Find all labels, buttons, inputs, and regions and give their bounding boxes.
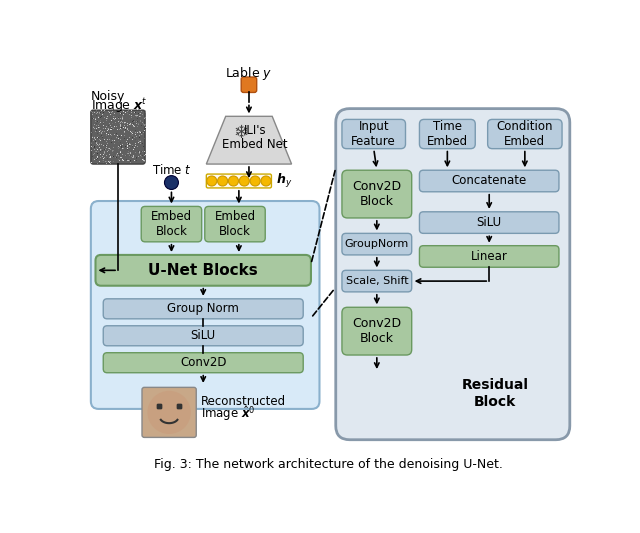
Text: Reconstructed: Reconstructed <box>201 395 286 408</box>
Text: Embed
Block: Embed Block <box>214 210 255 238</box>
FancyBboxPatch shape <box>205 206 265 242</box>
FancyBboxPatch shape <box>419 119 476 149</box>
Text: SiLU: SiLU <box>191 329 216 342</box>
FancyBboxPatch shape <box>342 119 406 149</box>
Text: Lable $y$: Lable $y$ <box>225 64 273 82</box>
Text: Conv2D: Conv2D <box>180 356 227 369</box>
Circle shape <box>218 176 228 186</box>
Polygon shape <box>206 116 292 164</box>
FancyBboxPatch shape <box>91 201 319 409</box>
Text: Noisy: Noisy <box>91 90 125 103</box>
FancyBboxPatch shape <box>419 212 559 233</box>
Text: Time
Embed: Time Embed <box>427 120 468 148</box>
Text: SiLU: SiLU <box>477 216 502 229</box>
FancyBboxPatch shape <box>419 246 559 267</box>
Text: Residual
Block: Residual Block <box>461 378 529 409</box>
Text: Linear: Linear <box>471 250 508 263</box>
Text: Conv2D
Block: Conv2D Block <box>352 180 401 208</box>
Text: Concatenate: Concatenate <box>452 174 527 188</box>
FancyBboxPatch shape <box>488 119 562 149</box>
Text: GroupNorm: GroupNorm <box>345 239 409 249</box>
FancyBboxPatch shape <box>342 233 412 255</box>
FancyBboxPatch shape <box>241 77 257 92</box>
Text: Scale, Shift: Scale, Shift <box>346 276 408 286</box>
FancyBboxPatch shape <box>141 206 202 242</box>
Text: Conv2D
Block: Conv2D Block <box>352 317 401 345</box>
Text: Group Norm: Group Norm <box>167 302 239 316</box>
Text: ❄: ❄ <box>234 124 249 142</box>
Text: Condition
Embed: Condition Embed <box>497 120 553 148</box>
Circle shape <box>239 176 250 186</box>
Text: Image $\boldsymbol{x}^t$: Image $\boldsymbol{x}^t$ <box>91 96 147 115</box>
Text: Embed
Block: Embed Block <box>151 210 192 238</box>
Text: U-Net Blocks: U-Net Blocks <box>148 263 258 278</box>
Text: $\boldsymbol{h}_y$: $\boldsymbol{h}_y$ <box>276 172 292 190</box>
FancyBboxPatch shape <box>103 299 303 319</box>
Circle shape <box>207 176 217 186</box>
Text: Input
Feature: Input Feature <box>351 120 396 148</box>
Circle shape <box>164 175 179 189</box>
FancyBboxPatch shape <box>103 326 303 346</box>
FancyArrowPatch shape <box>313 289 334 316</box>
FancyBboxPatch shape <box>342 308 412 355</box>
Text: Image $\hat{\boldsymbol{x}}^0$: Image $\hat{\boldsymbol{x}}^0$ <box>201 404 255 423</box>
Circle shape <box>228 176 239 186</box>
Circle shape <box>250 176 260 186</box>
FancyBboxPatch shape <box>91 110 145 164</box>
FancyBboxPatch shape <box>206 174 271 188</box>
FancyBboxPatch shape <box>342 170 412 218</box>
Circle shape <box>147 391 191 434</box>
FancyBboxPatch shape <box>103 353 303 373</box>
Text: Fig. 3: The network architecture of the denoising U-Net.: Fig. 3: The network architecture of the … <box>154 458 502 471</box>
FancyBboxPatch shape <box>342 270 412 292</box>
Text: Time $t$: Time $t$ <box>152 163 191 177</box>
FancyBboxPatch shape <box>142 387 196 438</box>
FancyArrowPatch shape <box>312 171 335 262</box>
FancyBboxPatch shape <box>419 170 559 192</box>
FancyBboxPatch shape <box>336 109 570 440</box>
Text: Embed Net: Embed Net <box>222 138 288 150</box>
FancyBboxPatch shape <box>95 255 311 286</box>
Text: ILI's: ILI's <box>244 124 266 136</box>
Circle shape <box>261 176 271 186</box>
